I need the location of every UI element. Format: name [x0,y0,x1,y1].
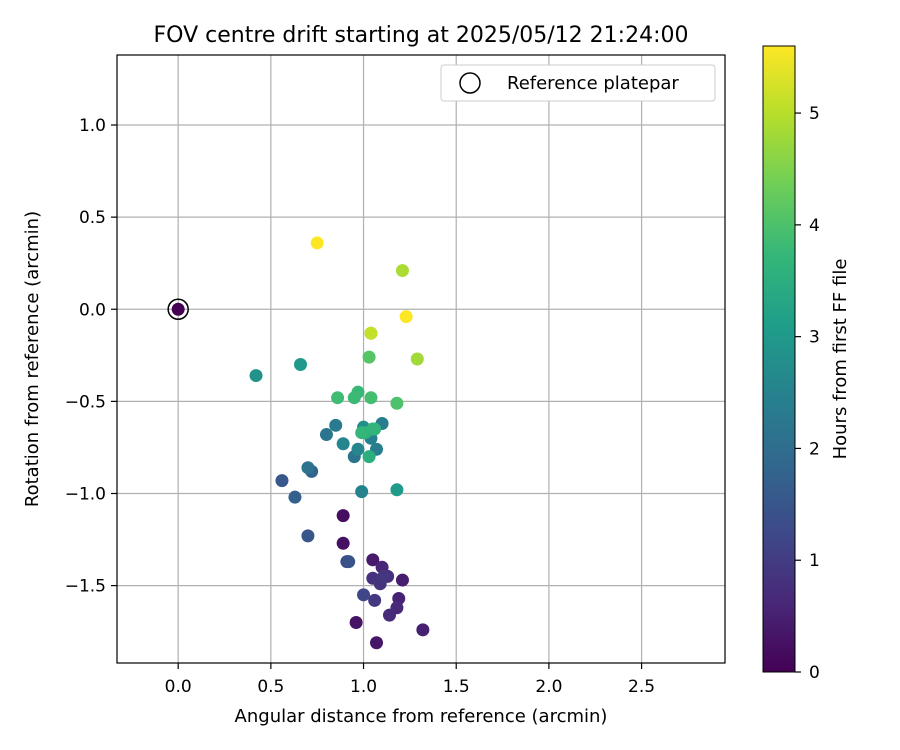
y-axis-label: Rotation from reference (arcmin) [22,211,43,507]
colorbar-tick-label: 1 [809,551,820,571]
plot-area-frame [116,54,726,664]
y-tick-label: −1.5 [65,577,106,597]
colorbar: 0 1 2 3 4 5 Hours from first FF file [762,45,851,683]
scatter-point [329,418,343,432]
scatter-point [410,352,424,366]
scatter-point [368,593,382,607]
scatter-point [395,264,409,278]
scatter-point [364,391,378,405]
scatter-point [355,485,369,499]
legend: Reference platepar [440,64,716,102]
scatter-point [377,569,391,583]
y-tick-label: −1.0 [65,484,106,504]
scatter-point [336,536,350,550]
scatter-point [382,608,396,622]
scatter-point [370,636,384,650]
scatter-point [294,358,308,372]
legend-reference-icon [459,72,481,94]
x-tick-label: 1.5 [443,677,470,697]
scatter-point [390,396,404,410]
scatter-point [362,450,376,464]
colorbar-ticks: 0 1 2 3 4 5 [795,104,820,683]
colorbar-tick-label: 0 [809,663,820,683]
legend-entry-reference: Reference platepar [507,73,679,94]
scatter-point [366,422,380,436]
scatter-point [288,490,302,504]
y-tick-label: 0.0 [79,300,106,320]
colorbar-tick-label: 2 [809,439,820,459]
reference-marker [167,298,189,321]
x-tick-label: 1.0 [350,677,377,697]
scatter-point [301,461,315,475]
scatter-point [416,623,430,637]
y-tick-label: 1.0 [79,116,106,136]
scatter-point [249,369,263,383]
scatter-point [364,326,378,340]
x-tick-label: 2.0 [535,677,562,697]
scatter-point [336,437,350,451]
scatter-point [366,553,380,567]
scatter-point [399,310,413,324]
scatter-point [349,615,363,629]
scatter-point [395,573,409,587]
scatter-point [336,509,350,523]
colorbar-label: Hours from first FF file [830,259,851,460]
scatter-point [351,442,365,456]
scatter-point [347,391,361,405]
scatter-point [331,391,345,405]
scatter-point [357,588,371,602]
scatter-point [390,483,404,497]
x-axis-label: Angular distance from reference (arcmin) [235,706,608,727]
legend-box [440,64,716,102]
x-tick-label: 0.5 [257,677,284,697]
scatter-point [171,302,185,316]
chart-title: FOV centre drift starting at 2025/05/12 … [154,23,689,48]
y-axis: −1.5 −1.0 −0.5 0.0 0.5 1.0 [65,116,117,597]
y-tick-label: −0.5 [65,392,106,412]
scatter-point [342,555,356,569]
scatter-point [301,529,315,543]
colorbar-tick-label: 3 [809,328,820,348]
scatter-point [319,428,333,442]
colorbar-tick-label: 5 [809,104,820,124]
data-points [171,236,430,650]
scatter-point [362,350,376,364]
scatter-point [355,426,369,440]
x-axis: 0.0 0.5 1.0 1.5 2.0 2.5 [165,663,655,697]
scatter-point [275,474,289,488]
colorbar-tick-label: 4 [809,216,820,236]
colorbar-gradient [762,45,796,673]
x-tick-label: 0.0 [165,677,192,697]
scatter-point [310,236,324,250]
y-tick-label: 0.5 [79,208,106,228]
x-tick-label: 2.5 [628,677,655,697]
reference-platepar-marker [167,298,189,321]
